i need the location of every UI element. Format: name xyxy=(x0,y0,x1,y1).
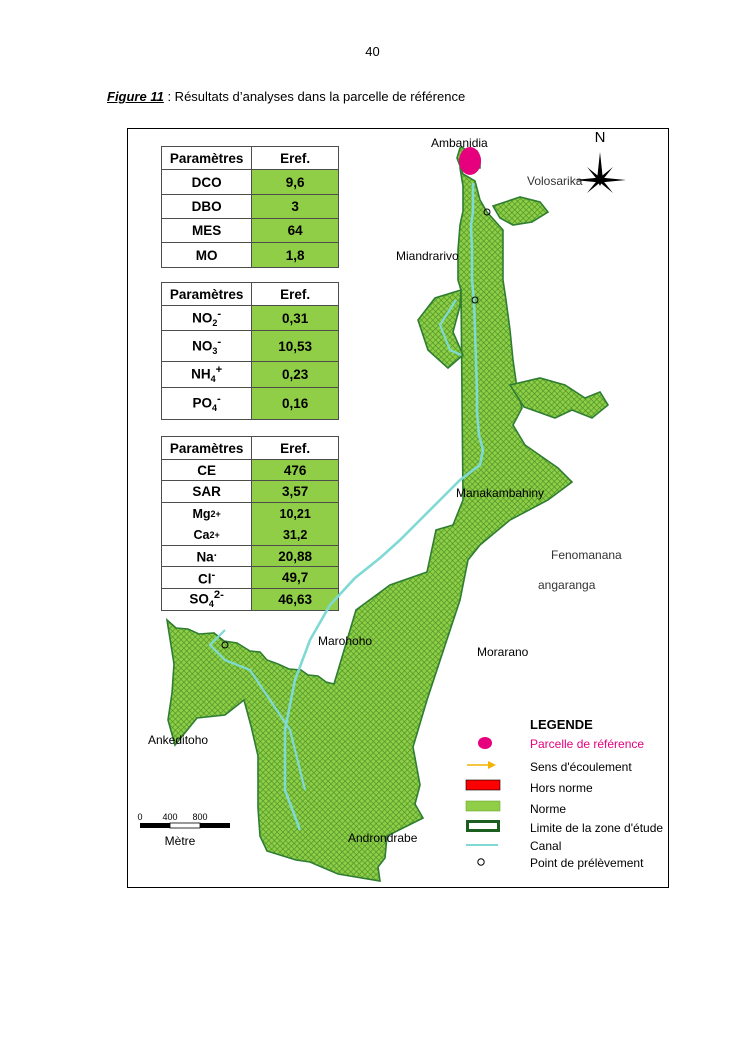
svg-text:LEGENDE: LEGENDE xyxy=(530,717,593,732)
svg-text:angaranga: angaranga xyxy=(538,578,596,592)
svg-text:Limite de la zone d'étude: Limite de la zone d'étude xyxy=(530,821,663,835)
svg-text:Parcelle de référence: Parcelle de référence xyxy=(530,737,644,751)
svg-text:Canal: Canal xyxy=(530,839,561,853)
svg-text:Norme: Norme xyxy=(530,802,566,816)
svg-text:Hors norme: Hors norme xyxy=(530,781,593,795)
svg-text:Point de prélèvement: Point de prélèvement xyxy=(530,856,644,870)
svg-text:Androndrabe: Androndrabe xyxy=(348,831,418,845)
svg-text:800: 800 xyxy=(192,812,207,822)
svg-text:Manakambahiny: Manakambahiny xyxy=(456,486,544,500)
svg-text:Miandrarivo: Miandrarivo xyxy=(396,249,459,263)
svg-text:Mètre: Mètre xyxy=(165,834,196,848)
svg-text:0: 0 xyxy=(137,812,142,822)
svg-text:Volosarika: Volosarika xyxy=(527,174,583,188)
svg-text:Sens d'écoulement: Sens d'écoulement xyxy=(530,760,632,774)
svg-text:400: 400 xyxy=(162,812,177,822)
svg-text:Fenomanana: Fenomanana xyxy=(551,548,622,562)
svg-text:Ankeditoho: Ankeditoho xyxy=(148,733,208,747)
svg-text:Morarano: Morarano xyxy=(477,645,529,659)
svg-text:Marohoho: Marohoho xyxy=(318,634,372,648)
svg-text:Ambanidia: Ambanidia xyxy=(431,136,488,150)
svg-text:N: N xyxy=(595,129,606,146)
